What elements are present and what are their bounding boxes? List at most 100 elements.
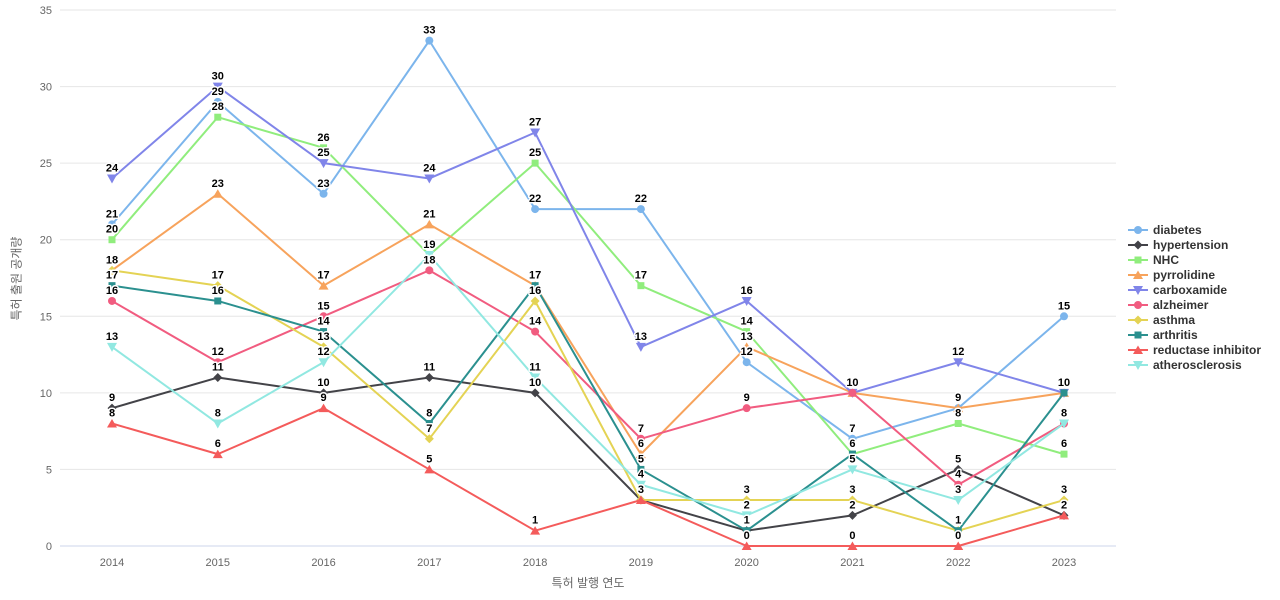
legend-item-pyrrolidine[interactable]: pyrrolidine: [1128, 267, 1261, 282]
data-point-marker[interactable]: [108, 296, 116, 305]
data-point-marker[interactable]: [635, 480, 646, 490]
data-point-marker[interactable]: [319, 342, 329, 352]
data-point-marker[interactable]: [1059, 495, 1069, 505]
data-point-marker[interactable]: [1060, 312, 1068, 321]
data-point-marker[interactable]: [1059, 510, 1069, 520]
data-point-marker[interactable]: [318, 358, 329, 368]
series-line-reductase-inhibitor[interactable]: [111, 407, 1065, 547]
data-point-marker[interactable]: [424, 174, 435, 184]
data-point-marker[interactable]: [107, 418, 117, 428]
data-point-marker[interactable]: [425, 36, 434, 45]
data-point-marker[interactable]: [425, 266, 434, 275]
data-point-marker[interactable]: [531, 327, 540, 336]
data-point-marker[interactable]: [319, 312, 328, 321]
data-point-marker[interactable]: [743, 328, 751, 336]
series-line-alzheimer[interactable]: [111, 269, 1065, 486]
data-point-marker[interactable]: [635, 342, 646, 352]
data-point-marker[interactable]: [424, 219, 435, 229]
series-line-atherosclerosis[interactable]: [111, 254, 1065, 517]
data-point-marker[interactable]: [108, 282, 116, 290]
data-point-marker[interactable]: [213, 358, 222, 367]
data-point-marker[interactable]: [107, 342, 117, 352]
data-point-marker[interactable]: [530, 296, 540, 306]
data-point-marker[interactable]: [213, 373, 223, 383]
data-point-marker[interactable]: [743, 527, 751, 535]
data-point-marker[interactable]: [530, 388, 540, 398]
series-line-carboxamide[interactable]: [111, 85, 1065, 394]
legend-item-hypertension[interactable]: hypertension: [1128, 237, 1261, 252]
data-point-marker[interactable]: [531, 205, 540, 214]
data-point-marker[interactable]: [742, 358, 751, 367]
data-point-marker[interactable]: [212, 419, 223, 429]
data-point-marker[interactable]: [848, 388, 857, 397]
data-point-marker[interactable]: [108, 236, 116, 244]
data-point-marker[interactable]: [212, 449, 223, 459]
data-point-marker[interactable]: [954, 527, 962, 535]
data-point-marker[interactable]: [531, 282, 539, 290]
data-point-marker[interactable]: [742, 404, 751, 413]
data-point-marker[interactable]: [107, 403, 117, 413]
legend-item-reductase-inhibitor[interactable]: reductase inhibitor: [1128, 342, 1261, 357]
data-point-marker[interactable]: [107, 265, 117, 275]
data-point-marker[interactable]: [318, 403, 329, 413]
data-point-marker[interactable]: [741, 511, 752, 521]
data-point-marker[interactable]: [847, 465, 858, 475]
data-point-marker[interactable]: [424, 434, 434, 444]
data-point-marker[interactable]: [953, 464, 963, 474]
data-point-marker[interactable]: [319, 388, 329, 398]
data-point-marker[interactable]: [635, 495, 646, 505]
data-point-marker[interactable]: [741, 541, 752, 551]
data-point-marker[interactable]: [320, 328, 328, 336]
data-point-marker[interactable]: [636, 205, 645, 214]
data-point-marker[interactable]: [953, 403, 964, 413]
data-point-marker[interactable]: [847, 495, 857, 505]
legend-item-diabetes[interactable]: diabetes: [1128, 222, 1261, 237]
data-point-marker[interactable]: [319, 189, 328, 198]
data-point-marker[interactable]: [107, 174, 117, 184]
data-point-marker[interactable]: [530, 373, 541, 383]
data-point-marker[interactable]: [637, 465, 645, 473]
data-point-marker[interactable]: [214, 113, 222, 121]
data-point-marker[interactable]: [318, 281, 329, 290]
series-line-arthritis[interactable]: [111, 284, 1065, 532]
data-point-marker[interactable]: [318, 159, 329, 169]
data-point-marker[interactable]: [742, 495, 752, 505]
data-point-marker[interactable]: [847, 510, 857, 520]
data-point-marker[interactable]: [1060, 389, 1068, 397]
data-point-marker[interactable]: [214, 297, 222, 305]
data-point-marker[interactable]: [320, 144, 328, 152]
data-point-marker[interactable]: [212, 82, 223, 92]
data-point-marker[interactable]: [741, 296, 752, 306]
data-point-marker[interactable]: [637, 282, 645, 290]
data-point-marker[interactable]: [212, 189, 223, 198]
data-point-marker[interactable]: [954, 419, 962, 427]
data-point-marker[interactable]: [108, 220, 116, 229]
data-point-marker[interactable]: [848, 434, 857, 443]
legend-item-carboxamide[interactable]: carboxamide: [1128, 282, 1261, 297]
data-point-marker[interactable]: [954, 480, 963, 489]
legend-item-arthritis[interactable]: arthritis: [1128, 327, 1261, 342]
data-point-marker[interactable]: [847, 541, 858, 551]
legend-item-asthma[interactable]: asthma: [1128, 312, 1261, 327]
data-point-marker[interactable]: [530, 526, 541, 535]
data-point-marker[interactable]: [213, 97, 222, 106]
legend-item-NHC[interactable]: NHC: [1128, 252, 1261, 267]
data-point-marker[interactable]: [424, 373, 434, 383]
data-point-marker[interactable]: [425, 419, 433, 427]
legend-item-alzheimer[interactable]: alzheimer: [1128, 297, 1261, 312]
data-point-marker[interactable]: [636, 434, 645, 443]
data-point-marker[interactable]: [635, 449, 646, 459]
series-line-asthma[interactable]: [111, 269, 1065, 532]
series-line-pyrrolidine[interactable]: [111, 192, 1065, 456]
data-point-marker[interactable]: [953, 496, 964, 506]
data-point-marker[interactable]: [424, 251, 435, 261]
data-point-marker[interactable]: [953, 358, 964, 368]
data-point-marker[interactable]: [531, 159, 539, 167]
data-point-marker[interactable]: [1059, 419, 1069, 429]
data-point-marker[interactable]: [953, 541, 964, 551]
data-point-marker[interactable]: [213, 281, 223, 291]
data-point-marker[interactable]: [530, 128, 541, 138]
series-line-diabetes[interactable]: [111, 39, 1065, 440]
legend-item-atherosclerosis[interactable]: atherosclerosis: [1128, 357, 1261, 372]
data-point-marker[interactable]: [848, 450, 856, 458]
